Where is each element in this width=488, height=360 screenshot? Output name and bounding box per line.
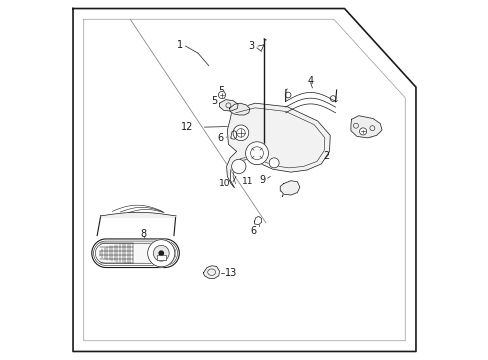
Text: 12: 12 (181, 122, 193, 132)
Text: 4: 4 (307, 76, 313, 86)
Circle shape (359, 128, 366, 135)
Polygon shape (226, 103, 329, 188)
Circle shape (268, 158, 279, 168)
Text: 3: 3 (248, 41, 254, 51)
Text: 10: 10 (219, 179, 230, 188)
Text: 9: 9 (259, 175, 265, 185)
Text: 5: 5 (365, 130, 371, 140)
Polygon shape (203, 266, 219, 279)
Text: 5: 5 (218, 86, 224, 96)
Text: 6: 6 (250, 226, 256, 236)
Text: 5: 5 (211, 96, 217, 107)
Text: 1: 1 (177, 40, 183, 50)
Text: 7: 7 (278, 189, 285, 199)
Text: 11: 11 (242, 176, 253, 185)
Circle shape (245, 142, 268, 165)
Text: 2: 2 (323, 151, 328, 161)
Circle shape (153, 246, 169, 261)
Circle shape (231, 159, 245, 174)
Polygon shape (230, 131, 236, 139)
FancyBboxPatch shape (157, 255, 165, 260)
Polygon shape (73, 9, 415, 351)
Circle shape (147, 240, 175, 267)
Text: 8: 8 (141, 229, 146, 239)
Polygon shape (92, 239, 179, 267)
Polygon shape (229, 103, 249, 115)
Polygon shape (280, 181, 299, 195)
Polygon shape (350, 116, 381, 138)
Circle shape (233, 125, 248, 141)
Text: 6: 6 (217, 133, 223, 143)
Circle shape (159, 251, 163, 255)
Text: 13: 13 (224, 268, 237, 278)
Polygon shape (254, 216, 261, 225)
Polygon shape (95, 243, 175, 263)
Polygon shape (219, 100, 238, 111)
Circle shape (218, 91, 225, 99)
